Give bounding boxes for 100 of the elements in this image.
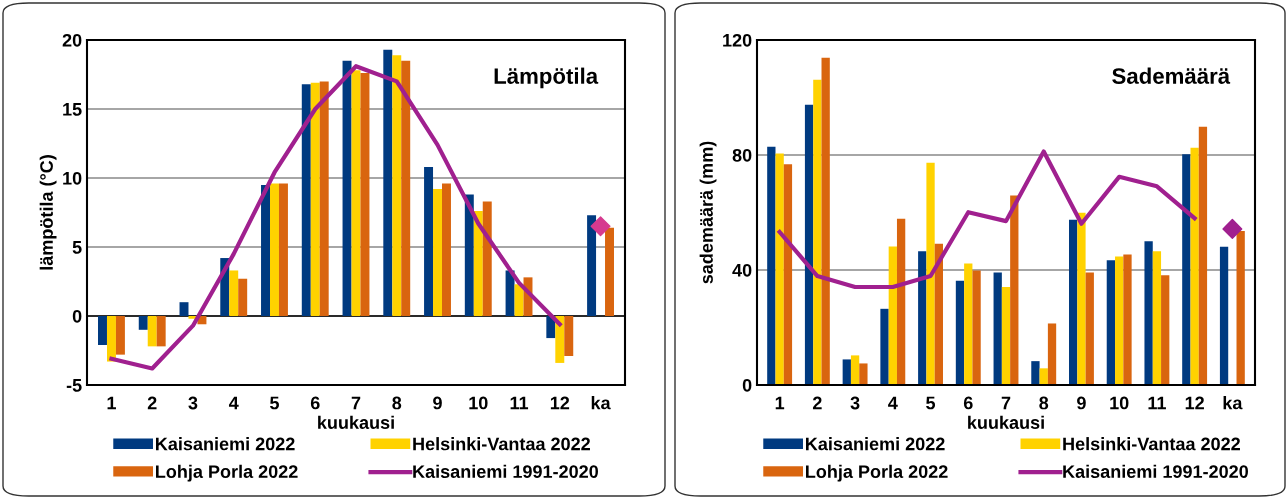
bar	[505, 270, 515, 316]
legend-label: Kaisaniemi 1991-2020	[413, 464, 598, 478]
legend-label: Lohja Porla 2022	[806, 464, 948, 482]
x-tick-label: 5	[926, 396, 936, 410]
bar	[424, 166, 434, 316]
x-tick-label: 4	[228, 396, 239, 410]
x-tick-label: 1	[107, 396, 116, 410]
x-tick-label: 2	[812, 396, 822, 410]
y-tick-label: 5	[72, 241, 82, 254]
x-axis-title: kuukausi	[318, 415, 394, 429]
y-axis-title: sademäärä (mm)	[699, 141, 717, 284]
bar	[1115, 256, 1124, 385]
bar	[360, 73, 370, 316]
x-tick-label: 8	[1039, 396, 1049, 410]
bar	[587, 215, 597, 316]
bar	[880, 308, 889, 385]
y-tick-label: 10	[63, 171, 82, 185]
bar	[1161, 275, 1170, 385]
x-tick-label: ka	[591, 396, 611, 410]
legend-label: Kaisaniemi 1991-2020	[1063, 464, 1248, 478]
text: Lämpötila	[494, 67, 599, 89]
bar	[1010, 195, 1019, 385]
legend-label: Helsinki-Vantaa 2022	[1063, 437, 1240, 451]
legend-label: Kaisaniemi 2022	[156, 437, 295, 451]
bar	[473, 211, 483, 316]
x-axis-title: kuukausi	[968, 415, 1044, 429]
bar	[813, 79, 822, 385]
bar	[1182, 154, 1191, 385]
bar	[319, 81, 329, 316]
bar	[278, 183, 288, 316]
y-tick-label: 15	[63, 103, 82, 116]
x-tick-label: 6	[310, 396, 320, 410]
x-tick-label: 5	[270, 396, 279, 410]
bar	[842, 359, 851, 385]
y-tick-label: 120	[723, 33, 752, 47]
x-tick-label: ka	[1223, 396, 1243, 410]
bar	[605, 227, 614, 316]
bar	[433, 189, 442, 316]
bar	[482, 201, 492, 316]
bar	[1219, 246, 1229, 385]
x-tick-label: 9	[1077, 396, 1086, 410]
bar	[98, 316, 107, 345]
bar	[555, 316, 565, 363]
bar	[1198, 126, 1208, 385]
bar	[238, 278, 248, 316]
bar	[147, 316, 157, 347]
bar	[964, 263, 973, 385]
bar	[261, 184, 270, 316]
x-tick-label: 1	[775, 396, 785, 410]
bar	[1106, 260, 1116, 385]
bar	[934, 243, 943, 385]
x-tick-label: 6	[963, 396, 973, 410]
bar	[1039, 368, 1048, 385]
bar	[783, 164, 793, 385]
bar	[1001, 286, 1011, 385]
bar	[850, 355, 860, 385]
y-tick-label: 0	[742, 378, 752, 392]
y-tick-label: 20	[62, 33, 82, 47]
bar	[1069, 219, 1078, 385]
bar	[888, 246, 897, 385]
bar	[926, 162, 935, 385]
bar	[564, 316, 574, 357]
bar	[301, 84, 311, 316]
x-tick-label: 3	[188, 396, 198, 410]
x-tick-label: 2	[147, 396, 157, 410]
bar	[972, 270, 981, 385]
x-tick-label: 7	[1001, 396, 1011, 410]
x-tick-label: 4	[888, 396, 898, 410]
bar	[821, 57, 830, 385]
text: Sademäärä	[1112, 67, 1231, 84]
y-tick-label: 40	[732, 263, 752, 277]
line-series	[777, 149, 1197, 290]
legend-label: Lohja Porla 2022	[156, 464, 298, 482]
x-tick-label: 11	[510, 396, 529, 410]
bar	[804, 104, 814, 385]
x-tick-label: 12	[1185, 396, 1204, 410]
bar	[464, 194, 474, 316]
bar	[775, 153, 784, 385]
y-tick-label: 0	[72, 309, 82, 323]
x-tick-label: 3	[850, 396, 860, 410]
bar	[179, 302, 189, 316]
bar	[1085, 272, 1094, 385]
x-tick-label: 9	[433, 396, 442, 410]
bar	[767, 146, 776, 385]
legend-label: Kaisaniemi 2022	[806, 437, 945, 451]
bar	[896, 218, 906, 385]
bar	[310, 82, 320, 316]
bar	[1190, 147, 1199, 385]
bar	[229, 270, 239, 316]
bar	[859, 363, 868, 385]
bar	[514, 284, 524, 316]
bar	[1031, 361, 1040, 385]
bar	[156, 316, 166, 347]
bar	[918, 251, 927, 385]
bar	[1047, 323, 1057, 385]
x-tick-label: 10	[469, 396, 488, 410]
bar	[138, 316, 148, 330]
bar	[342, 60, 352, 316]
bar	[106, 316, 116, 362]
x-tick-label: 10	[1110, 396, 1129, 410]
